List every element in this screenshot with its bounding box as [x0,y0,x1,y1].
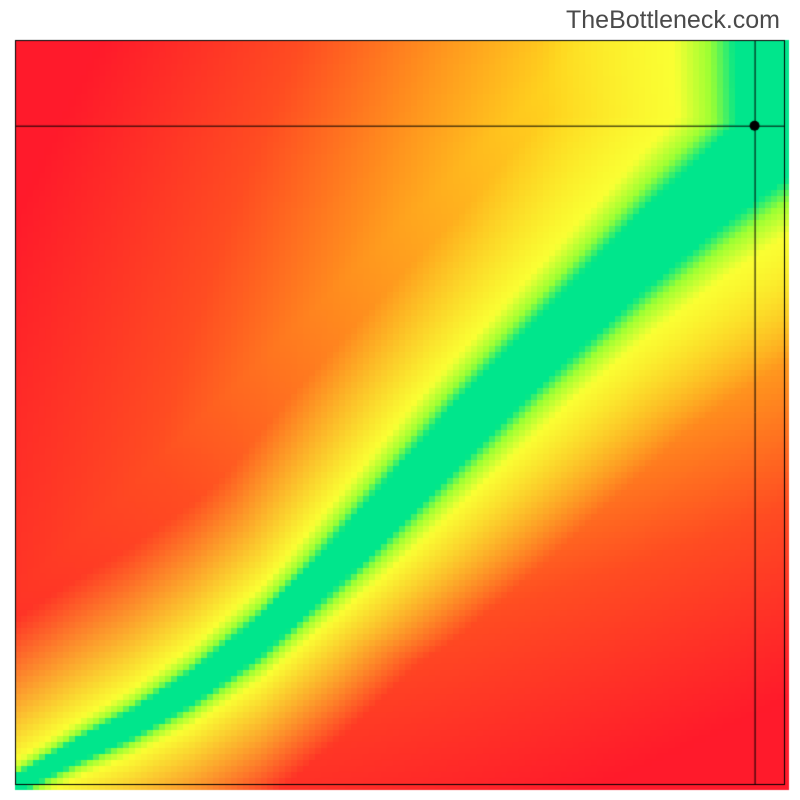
heatmap-canvas [0,0,800,800]
watermark-text: TheBottleneck.com [566,6,780,35]
chart-container: TheBottleneck.com [0,0,800,800]
